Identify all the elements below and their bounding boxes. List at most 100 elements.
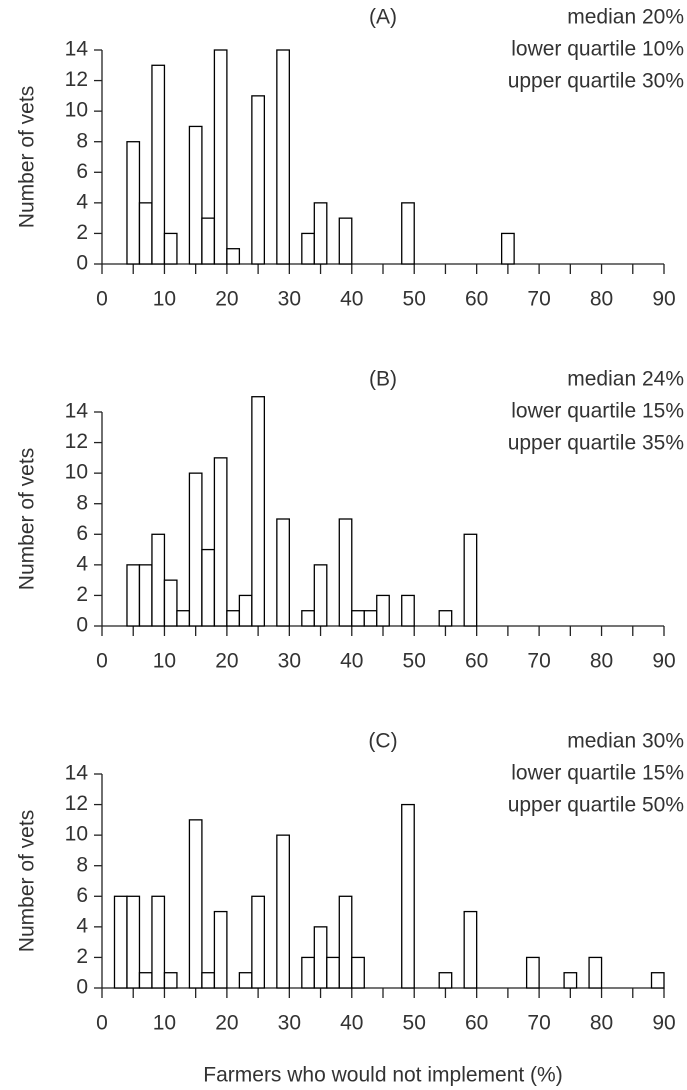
- bar: [463, 910, 478, 989]
- bar: [500, 232, 515, 265]
- x-tick-label: 30: [278, 650, 301, 673]
- bar: [201, 217, 216, 265]
- x-tick-label: 60: [465, 288, 488, 311]
- bar: [113, 895, 128, 989]
- y-tick-label: 0: [76, 614, 88, 637]
- y-tick-label: 6: [76, 160, 88, 183]
- annotation: lower quartile 10%: [511, 38, 684, 61]
- bar: [151, 64, 166, 265]
- bar: [313, 564, 328, 627]
- x-tick-label: 10: [153, 1012, 176, 1035]
- y-tick-label: 4: [76, 190, 88, 213]
- bar: [338, 217, 353, 265]
- x-tick-label: 50: [403, 288, 426, 311]
- x-tick-label: 0: [96, 650, 108, 673]
- bar: [401, 594, 415, 627]
- y-tick-label: 10: [65, 823, 88, 846]
- y-tick-label: 10: [65, 99, 88, 122]
- x-tick-label: 60: [465, 650, 488, 673]
- bar: [138, 564, 153, 627]
- ylabel: Number of vets: [16, 810, 39, 952]
- x-tick-label: 30: [278, 288, 301, 311]
- x-tick-label: 40: [340, 288, 363, 311]
- bar: [351, 610, 365, 627]
- bar: [201, 972, 216, 989]
- x-tick-label: 70: [527, 650, 550, 673]
- y-tick-label: 10: [65, 461, 88, 484]
- ylabel: Number of vets: [16, 86, 39, 228]
- annotation: upper quartile 35%: [508, 432, 684, 455]
- bar: [401, 202, 415, 265]
- panel-label: (B): [369, 368, 397, 391]
- bar: [438, 610, 453, 627]
- x-tick-label: 0: [96, 288, 108, 311]
- bar: [463, 533, 478, 627]
- bar: [151, 895, 166, 989]
- bar: [213, 49, 228, 265]
- y-tick-label: 2: [76, 945, 88, 968]
- bar: [238, 594, 253, 627]
- x-tick-label: 40: [340, 650, 363, 673]
- y-tick-label: 14: [65, 38, 89, 61]
- bar: [276, 518, 290, 627]
- y-tick-label: 12: [65, 792, 88, 815]
- x-tick-label: 70: [527, 288, 550, 311]
- ylabel: Number of vets: [16, 448, 39, 590]
- y-tick-label: 4: [76, 914, 88, 937]
- bar: [126, 895, 141, 989]
- annotation: median 20%: [567, 6, 684, 29]
- bar: [301, 610, 315, 627]
- bar: [138, 202, 153, 265]
- x-tick-label: 60: [465, 1012, 488, 1035]
- bar: [251, 396, 266, 627]
- x-tick-label: 90: [652, 288, 675, 311]
- panel-label: (C): [368, 730, 397, 753]
- bar: [313, 926, 328, 989]
- bar: [226, 248, 241, 265]
- bar: [188, 125, 203, 265]
- bar: [238, 972, 253, 989]
- x-tick-label: 20: [215, 288, 238, 311]
- y-tick-label: 14: [65, 762, 89, 785]
- bar: [126, 564, 141, 627]
- y-tick-label: 6: [76, 522, 88, 545]
- y-tick-label: 4: [76, 552, 88, 575]
- bar: [301, 956, 315, 989]
- bar: [276, 49, 290, 265]
- bar: [338, 895, 353, 989]
- x-tick-label: 80: [590, 650, 613, 673]
- x-tick-label: 50: [403, 650, 426, 673]
- annotation: median 24%: [567, 368, 684, 391]
- bar: [588, 956, 603, 989]
- bar: [338, 518, 353, 627]
- x-tick-label: 20: [215, 1012, 238, 1035]
- bar: [313, 202, 328, 265]
- bar: [126, 141, 141, 265]
- bar: [213, 457, 228, 627]
- x-tick-label: 90: [652, 1012, 675, 1035]
- x-tick-label: 30: [278, 1012, 301, 1035]
- x-tick-label: 40: [340, 1012, 363, 1035]
- bar: [188, 472, 203, 627]
- x-axis-title: Farmers who would not implement (%): [203, 1064, 562, 1087]
- y-tick-label: 6: [76, 884, 88, 907]
- bar: [301, 232, 315, 265]
- bar: [276, 834, 290, 989]
- bar: [363, 610, 378, 627]
- annotation: upper quartile 30%: [508, 70, 684, 93]
- bar: [563, 972, 578, 989]
- bar: [525, 956, 540, 989]
- x-tick-label: 10: [153, 288, 176, 311]
- y-tick-label: 0: [76, 252, 88, 275]
- x-tick-label: 70: [527, 1012, 550, 1035]
- x-tick-label: 50: [403, 1012, 426, 1035]
- bar: [163, 232, 178, 265]
- bar: [163, 972, 178, 989]
- y-tick-label: 8: [76, 129, 88, 152]
- y-tick-label: 8: [76, 491, 88, 514]
- bar: [438, 972, 453, 989]
- bar: [401, 803, 415, 989]
- bar: [251, 95, 266, 265]
- x-tick-label: 10: [153, 650, 176, 673]
